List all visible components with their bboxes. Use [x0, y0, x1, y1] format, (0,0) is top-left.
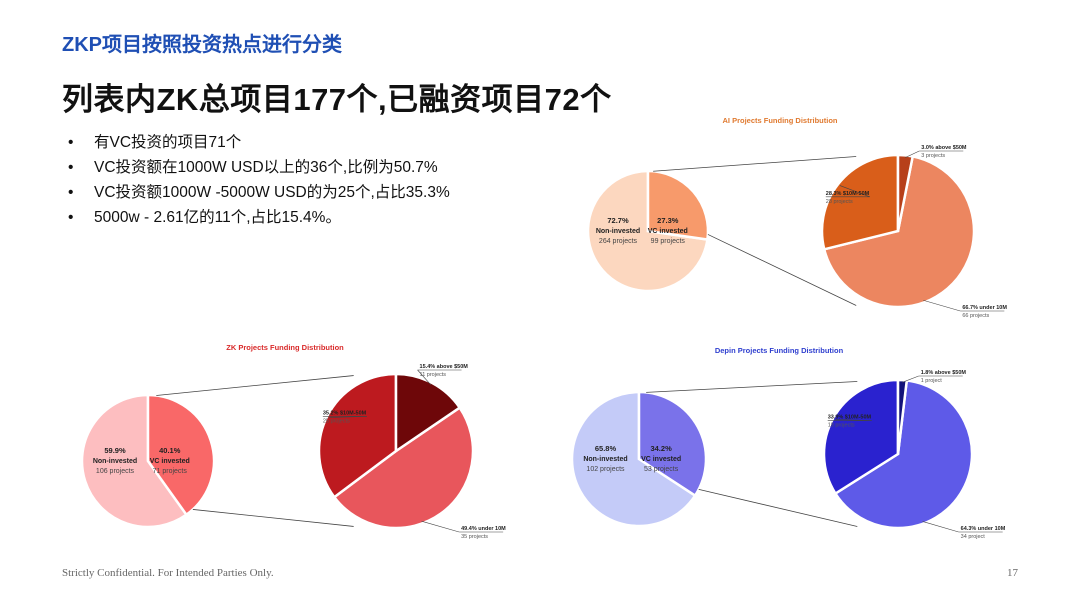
breakdown-slice-above-50m	[394, 372, 462, 454]
depin-funding-chart: Depin Projects Funding Distribution 65.8%…	[570, 346, 1006, 540]
pie-slice-vc-invested	[646, 169, 710, 241]
non-invested-pct-label: 65.8%	[595, 444, 617, 453]
pie-slice-non-invested	[80, 393, 189, 529]
non-invested-name-label: Non-invested	[583, 456, 627, 463]
page-number: 17	[1007, 567, 1018, 579]
pie-slice-vc-invested	[637, 390, 708, 498]
pie-slice-vc-invested	[146, 393, 216, 517]
breakdown-slice-10m-50m	[822, 378, 900, 496]
vc-invested-count-label: 99 projects	[651, 238, 686, 245]
breakdown-10m-50m-label: 33.9% $10M-50M	[828, 415, 872, 421]
callout-leader-line	[902, 375, 919, 383]
breakdown-10m-50m-label: 35.2% $10M-50M	[323, 410, 367, 416]
slide-subtitle: ZKP项目按照投资热点进行分类	[62, 34, 342, 56]
non-invested-count-label: 106 projects	[96, 468, 135, 475]
callout-leader-line	[421, 520, 460, 533]
chart-title: AI Projects Funding Distribution	[723, 116, 838, 125]
connector-line	[653, 156, 857, 172]
summary-bullets: 有VC投资的项目71个 VC投资额在1000W USD以上的36个,比例为50.…	[62, 130, 450, 230]
breakdown-10m-50m-count: 28 projects	[826, 199, 853, 205]
breakdown-above-50m-label: 15.4% above $50M	[420, 364, 469, 370]
breakdown-under-10m-label: 64.3% under 10M	[961, 526, 1006, 532]
vc-invested-name-label: VC invested	[641, 456, 681, 463]
callout-leader-line	[839, 185, 870, 198]
slide-headline: 列表内ZK总项目177个,已融资项目72个	[62, 82, 612, 117]
breakdown-10m-50m-label: 28.3% $10M-50M	[826, 191, 870, 197]
pie-slice-non-invested	[570, 390, 697, 528]
non-invested-name-label: Non-invested	[596, 228, 640, 235]
callout-leader-line	[905, 150, 920, 158]
vc-invested-pct-label: 34.2%	[650, 444, 672, 453]
connector-line	[646, 381, 858, 393]
bullet-item: 有VC投资的项目71个	[62, 130, 450, 155]
chart-title: Depin Projects Funding Distribution	[715, 346, 844, 355]
breakdown-under-10m-label: 49.4% under 10M	[461, 526, 506, 532]
vc-invested-count-label: 71 projects	[153, 468, 188, 475]
connector-line	[707, 234, 857, 306]
breakdown-10m-50m-count: 25 projects	[323, 418, 350, 424]
vc-invested-pct-label: 40.1%	[159, 446, 181, 455]
breakdown-under-10m-count: 34 project	[961, 534, 986, 540]
connector-line	[156, 375, 354, 396]
breakdown-above-50m-label: 1.8% above $50M	[921, 370, 967, 376]
connector-line	[698, 488, 858, 527]
breakdown-under-10m-count: 66 projects	[962, 313, 989, 319]
connector-line	[192, 509, 354, 527]
confidential-footer: Strictly Confidential. For Intended Part…	[62, 567, 274, 579]
vc-invested-name-label: VC invested	[150, 458, 190, 465]
callout-leader-line	[923, 299, 961, 312]
breakdown-slice-under-10m	[833, 379, 974, 530]
breakdown-above-50m-count: 3 projects	[921, 153, 945, 159]
chart-title: ZK Projects Funding Distribution	[226, 343, 344, 352]
callout-leader-line	[417, 369, 432, 386]
non-invested-name-label: Non-invested	[93, 458, 137, 465]
breakdown-under-10m-label: 66.7% under 10M	[962, 305, 1007, 311]
vc-invested-count-label: 53 projects	[644, 466, 679, 473]
breakdown-above-50m-count: 11 projects	[420, 372, 447, 378]
non-invested-count-label: 102 projects	[586, 466, 625, 473]
breakdown-slice-under-10m	[332, 405, 475, 530]
breakdown-slice-above-50m	[896, 153, 915, 232]
callout-leader-line	[922, 521, 959, 533]
breakdown-under-10m-count: 35 projects	[461, 534, 488, 540]
breakdown-slice-10m-50m	[820, 153, 900, 251]
bullet-item: VC投资额在1000W USD以上的36个,比例为50.7%	[62, 155, 450, 180]
breakdown-above-50m-label: 3.0% above $50M	[921, 145, 967, 151]
vc-invested-pct-label: 27.3%	[657, 216, 679, 225]
breakdown-10m-50m-count: 18 projects	[828, 423, 855, 429]
zk-funding-chart: ZK Projects Funding Distribution 59.9% Non…	[80, 343, 506, 540]
non-invested-pct-label: 59.9%	[104, 446, 126, 455]
breakdown-above-50m-count: 1 project	[921, 378, 943, 384]
non-invested-count-label: 264 projects	[599, 238, 638, 245]
bullet-item: VC投资额1000W -5000W USD的为25个,占比35.3%	[62, 180, 450, 205]
ai-funding-chart: AI Projects Funding Distribution 72.7% Non…	[586, 116, 1007, 319]
non-invested-pct-label: 72.7%	[607, 216, 629, 225]
vc-invested-name-label: VC invested	[648, 228, 688, 235]
bullet-item: 5000w - 2.61亿的11个,占比15.4%。	[62, 205, 450, 230]
